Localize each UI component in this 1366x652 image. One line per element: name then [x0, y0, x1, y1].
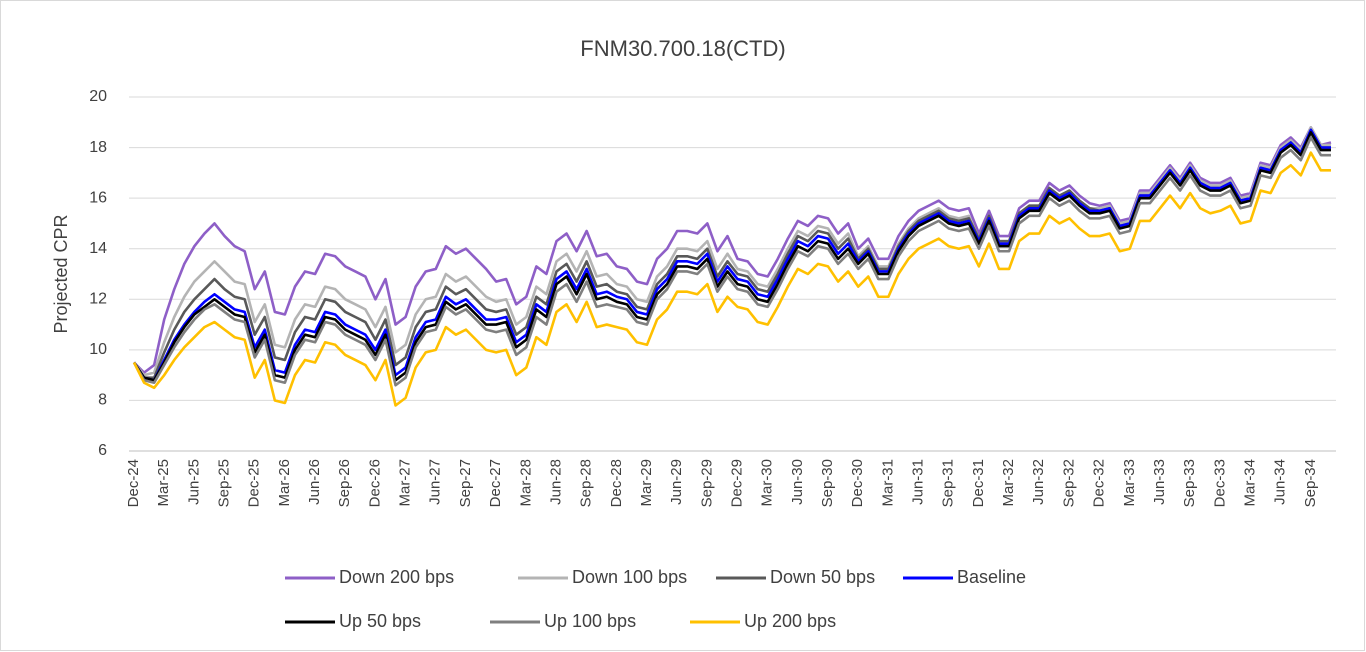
chart-title: FNM30.700.18(CTD) — [580, 36, 785, 61]
series-line — [132, 151, 1331, 407]
x-tick-label: Sep-32 — [1060, 459, 1077, 507]
x-tick-label: Jun-33 — [1151, 459, 1168, 505]
y-tick-label: 16 — [89, 189, 107, 206]
x-tick-label: Dec-26 — [366, 459, 383, 507]
x-tick-label: Sep-29 — [698, 459, 715, 507]
x-tick-label: Mar-28 — [517, 459, 534, 507]
legend-label: Up 100 bps — [544, 611, 636, 631]
x-tick-label: Mar-34 — [1241, 459, 1258, 507]
x-tick-label: Jun-25 — [185, 459, 202, 505]
x-tick-label: Jun-32 — [1030, 459, 1047, 505]
x-tick-label: Sep-30 — [819, 459, 836, 507]
x-tick-label: Jun-26 — [306, 459, 323, 505]
x-tick-label: Dec-29 — [728, 459, 745, 507]
y-tick-label: 8 — [98, 392, 107, 409]
x-tick-label: Sep-25 — [216, 459, 233, 507]
y-axis-label: Projected CPR — [51, 214, 71, 333]
y-tick-label: 20 — [89, 88, 107, 105]
legend-label: Down 200 bps — [339, 567, 454, 587]
x-tick-label: Sep-27 — [457, 459, 474, 507]
x-tick-label: Sep-26 — [336, 459, 353, 507]
x-tick-label: Mar-33 — [1121, 459, 1138, 507]
x-tick-label: Jun-29 — [668, 459, 685, 505]
y-tick-label: 18 — [89, 139, 107, 156]
legend-label: Baseline — [957, 567, 1026, 587]
y-tick-label: 12 — [89, 291, 107, 308]
legend-label: Up 50 bps — [339, 611, 421, 631]
x-tick-label: Jun-30 — [789, 459, 806, 505]
x-tick-label: Mar-26 — [276, 459, 293, 507]
x-tick-label: Sep-31 — [940, 459, 957, 507]
series-line — [132, 136, 1331, 387]
series-line — [132, 131, 1331, 382]
x-tick-label: Jun-27 — [427, 459, 444, 505]
x-tick-label: Sep-34 — [1302, 459, 1319, 507]
x-tick-label: Mar-27 — [397, 459, 414, 507]
x-tick-label: Dec-25 — [246, 459, 263, 507]
x-tick-label: Dec-33 — [1211, 459, 1228, 507]
y-tick-label: 6 — [98, 442, 107, 459]
x-tick-label: Mar-31 — [879, 459, 896, 507]
y-tick-label: 10 — [89, 341, 107, 358]
x-tick-label: Mar-32 — [1000, 459, 1017, 507]
legend-label: Up 200 bps — [744, 611, 836, 631]
x-tick-label: Jun-34 — [1272, 459, 1289, 505]
x-tick-label: Mar-30 — [759, 459, 776, 507]
x-tick-label: Dec-32 — [1091, 459, 1108, 507]
x-tick-label: Jun-31 — [910, 459, 927, 505]
legend-label: Down 50 bps — [770, 567, 875, 587]
x-tick-label: Dec-27 — [487, 459, 504, 507]
x-tick-label: Dec-28 — [608, 459, 625, 507]
legend-label: Down 100 bps — [572, 567, 687, 587]
x-tick-label: Sep-28 — [578, 459, 595, 507]
y-tick-label: 14 — [89, 240, 107, 257]
x-tick-label: Dec-30 — [849, 459, 866, 507]
x-tick-label: Dec-24 — [125, 459, 142, 507]
x-tick-label: Sep-33 — [1181, 459, 1198, 507]
x-tick-label: Mar-29 — [638, 459, 655, 507]
x-tick-label: Jun-28 — [547, 459, 564, 505]
x-tick-label: Mar-25 — [155, 459, 172, 507]
x-tick-label: Dec-31 — [970, 459, 987, 507]
